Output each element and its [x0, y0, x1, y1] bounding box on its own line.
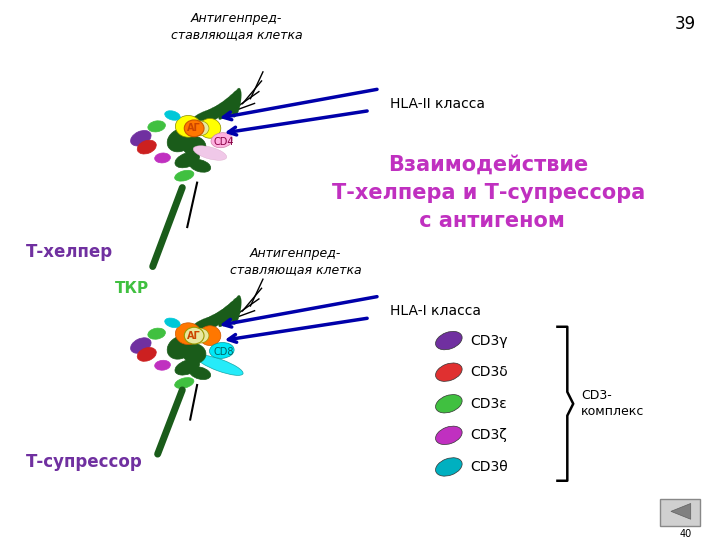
Ellipse shape	[193, 315, 221, 328]
Ellipse shape	[155, 153, 171, 163]
Ellipse shape	[138, 140, 156, 154]
Ellipse shape	[192, 121, 209, 136]
Ellipse shape	[182, 136, 206, 156]
Ellipse shape	[205, 308, 228, 328]
Ellipse shape	[175, 360, 199, 375]
Text: HLA-II класса: HLA-II класса	[390, 97, 485, 111]
Ellipse shape	[176, 116, 201, 137]
Text: CD3δ: CD3δ	[471, 365, 508, 379]
Text: АГ: АГ	[187, 330, 201, 341]
Ellipse shape	[192, 328, 209, 343]
Ellipse shape	[232, 295, 241, 325]
Polygon shape	[671, 503, 690, 519]
Ellipse shape	[436, 332, 462, 350]
Ellipse shape	[225, 91, 238, 119]
Ellipse shape	[130, 338, 151, 353]
Ellipse shape	[167, 129, 194, 152]
Text: CD3-
комплекс: CD3- комплекс	[581, 389, 644, 418]
Ellipse shape	[210, 342, 234, 359]
Text: Т-хелпер: Т-хелпер	[27, 243, 114, 261]
Ellipse shape	[175, 152, 199, 168]
Ellipse shape	[211, 133, 233, 148]
Ellipse shape	[148, 121, 166, 132]
Ellipse shape	[199, 104, 225, 121]
Ellipse shape	[199, 326, 221, 346]
Ellipse shape	[184, 120, 204, 137]
Ellipse shape	[436, 363, 462, 381]
Text: Т-супрессор: Т-супрессор	[27, 453, 143, 471]
Ellipse shape	[167, 336, 194, 359]
FancyBboxPatch shape	[660, 498, 700, 526]
Ellipse shape	[182, 343, 206, 363]
Text: HLA-I класса: HLA-I класса	[390, 304, 481, 318]
Ellipse shape	[165, 111, 180, 120]
Ellipse shape	[225, 298, 238, 326]
Ellipse shape	[138, 347, 156, 361]
Ellipse shape	[155, 360, 171, 370]
Text: ТКР: ТКР	[115, 281, 149, 296]
Text: 39: 39	[675, 15, 696, 33]
Ellipse shape	[205, 100, 228, 120]
Ellipse shape	[212, 304, 232, 328]
Text: Антигенпред-
ставляющая клетка: Антигенпред- ставляющая клетка	[171, 12, 302, 41]
Ellipse shape	[193, 146, 227, 160]
Ellipse shape	[436, 426, 462, 444]
Text: Взаимодействие
Т-хелпера и Т-супрессора
 с антигеном: Взаимодействие Т-хелпера и Т-супрессора …	[332, 154, 645, 231]
Ellipse shape	[212, 97, 232, 120]
Ellipse shape	[175, 377, 194, 388]
Text: Антигенпред-
ставляющая клетка: Антигенпред- ставляющая клетка	[230, 247, 361, 276]
Ellipse shape	[189, 159, 211, 172]
Text: CD8: CD8	[214, 347, 234, 357]
Ellipse shape	[165, 318, 180, 328]
Text: CD3γ: CD3γ	[471, 334, 508, 348]
Ellipse shape	[176, 323, 201, 345]
Text: 40: 40	[680, 529, 692, 539]
Ellipse shape	[130, 131, 151, 146]
Ellipse shape	[219, 93, 235, 119]
Text: АГ: АГ	[187, 123, 201, 133]
Ellipse shape	[148, 328, 166, 339]
Ellipse shape	[184, 327, 204, 344]
Ellipse shape	[189, 367, 211, 380]
Text: CD3ε: CD3ε	[471, 397, 508, 411]
Ellipse shape	[436, 458, 462, 476]
Ellipse shape	[175, 170, 194, 181]
Ellipse shape	[436, 395, 462, 413]
Ellipse shape	[197, 355, 243, 375]
Text: CD4: CD4	[214, 137, 234, 147]
Text: CD3θ: CD3θ	[471, 460, 508, 474]
Ellipse shape	[193, 108, 221, 121]
Text: CD3ζ: CD3ζ	[471, 428, 508, 442]
Ellipse shape	[219, 301, 235, 327]
Ellipse shape	[232, 88, 241, 117]
Ellipse shape	[199, 312, 225, 328]
Ellipse shape	[199, 118, 221, 138]
